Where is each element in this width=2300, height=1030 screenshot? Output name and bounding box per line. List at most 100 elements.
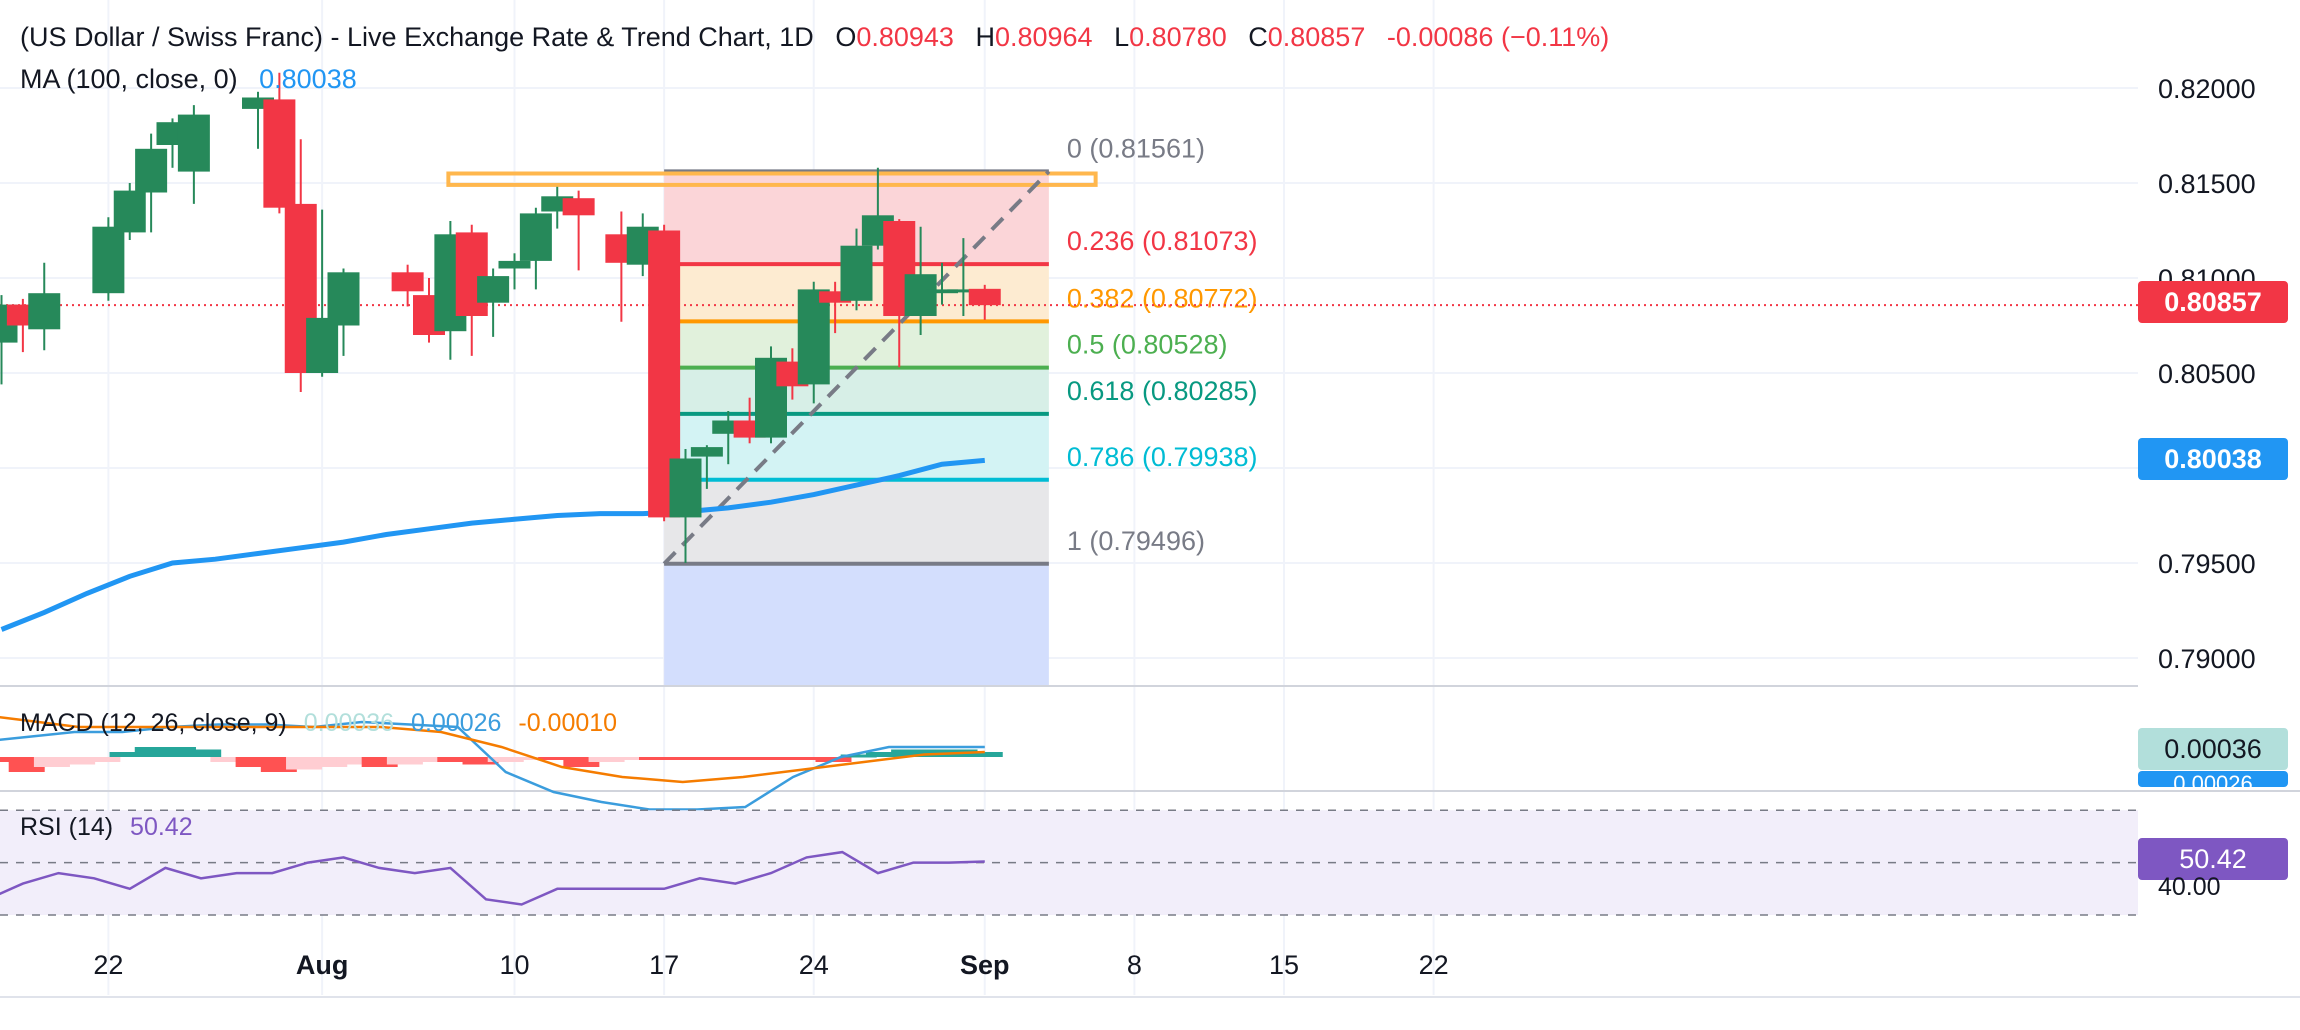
macd-histogram-bar [790, 757, 827, 760]
candle[interactable] [797, 289, 830, 385]
macd-histogram-bar [235, 757, 272, 767]
time-tick-label: 10 [499, 950, 529, 980]
candle[interactable] [926, 289, 958, 294]
low-label: L [1114, 22, 1130, 52]
time-tick-label: Aug [296, 950, 348, 980]
resistance-zone[interactable] [446, 171, 1098, 187]
candle[interactable] [519, 213, 552, 261]
macd-histogram-bar [210, 757, 247, 762]
candle[interactable] [177, 114, 210, 172]
macd-pane[interactable] [0, 680, 2300, 811]
price-tick-label: 0.80500 [2158, 359, 2256, 389]
macd-histogram-bar [739, 757, 776, 760]
macd-histogram-bar [512, 757, 549, 760]
time-tick-label: 24 [799, 950, 829, 980]
macd-histogram-bar [840, 754, 877, 758]
candle[interactable] [327, 272, 360, 326]
candle[interactable] [28, 293, 61, 330]
macd-legend[interactable]: MACD (12, 26, close, 9) 0.00036 0.00026 … [20, 709, 617, 738]
macd-histogram-bar [336, 757, 373, 765]
macd-histogram-bar [386, 757, 423, 765]
fib-level-label: 0.236 (0.81073) [1067, 226, 1258, 256]
rsi-legend[interactable]: RSI (14) 50.42 [20, 813, 193, 842]
macd-histogram-bar [664, 757, 701, 760]
symbol-title: (US Dollar / Swiss Franc) - Live Exchang… [20, 22, 814, 52]
candle[interactable] [242, 97, 274, 109]
candle[interactable] [113, 190, 146, 233]
candle[interactable] [92, 226, 125, 294]
candle[interactable] [562, 198, 595, 216]
price-tick-label: 0.79500 [2158, 549, 2256, 579]
macd-signal-value: 0.00026 [411, 709, 502, 737]
fib-zone [664, 321, 1049, 368]
candle[interactable] [263, 99, 296, 208]
change-value: -0.00086 (−0.11%) [1386, 22, 1610, 52]
macd-histogram-bar [134, 747, 171, 757]
fib-level-label: 0.786 (0.79938) [1067, 442, 1258, 472]
macd-histogram-bar [689, 757, 726, 760]
time-tick-label: 22 [93, 950, 123, 980]
price-tick-label: 0.79000 [2158, 644, 2256, 674]
close-value: 0.80857 [1267, 22, 1366, 52]
macd-histogram-bar [412, 757, 449, 762]
price-tick-label: 0.82000 [2158, 74, 2256, 104]
macd-hist-value: -0.00010 [518, 709, 618, 737]
candle[interactable] [690, 447, 723, 457]
candle[interactable] [135, 148, 168, 193]
macd-histogram-bar [714, 757, 751, 760]
macd-histogram-bar [563, 757, 600, 767]
time-tick-label: 8 [1127, 950, 1142, 980]
macd-histogram-bar [639, 757, 675, 760]
rsi-tag: 50.42 [2138, 838, 2288, 880]
ma-legend[interactable]: MA (100, close, 0) 0.80038 [20, 64, 357, 95]
rsi-pane[interactable] [0, 809, 2138, 916]
fib-level-label: 1 (0.79496) [1067, 526, 1205, 556]
macd-histogram-bar [159, 747, 196, 757]
macd-histogram-bar [311, 757, 348, 767]
chart-header: (US Dollar / Swiss Franc) - Live Exchang… [20, 22, 1609, 53]
candle[interactable] [477, 276, 510, 303]
fibonacci-retracement[interactable]: 0 (0.81561) 0.236 (0.81073) 0.382 (0.80772… [0, 133, 2138, 685]
low-value: 0.80780 [1129, 22, 1227, 52]
candle[interactable] [968, 288, 1001, 306]
time-tick-label: Sep [960, 950, 1010, 980]
candle[interactable] [819, 291, 852, 303]
candle[interactable] [840, 245, 873, 301]
time-tick-label: 17 [649, 950, 679, 980]
rsi-value: 50.42 [130, 813, 193, 841]
axes: 0.820000.815000.810000.805000.800000.795… [0, 74, 2300, 998]
high-label: H [975, 22, 995, 52]
candle[interactable] [904, 274, 937, 316]
fib-level-label: 0.618 (0.80285) [1067, 376, 1258, 406]
candle[interactable] [455, 232, 488, 316]
trend-line[interactable] [662, 170, 1051, 566]
moving-average [0, 457, 986, 632]
candle[interactable] [498, 260, 531, 269]
high-value: 0.80964 [994, 22, 1093, 52]
candle[interactable] [669, 458, 702, 518]
macd-histogram-bar [109, 752, 146, 757]
candle[interactable] [306, 317, 339, 373]
macd-histogram-bar [59, 757, 96, 765]
price-tag: 0.80857 [2138, 281, 2288, 323]
candle[interactable] [947, 289, 980, 293]
price-tick-label: 0.81500 [2158, 169, 2256, 199]
ma-legend-value: 0.80038 [259, 64, 357, 94]
macd-histogram-bar [33, 757, 70, 767]
fib-zone [664, 479, 1049, 564]
ma-label: MA (100, close, 0) [20, 64, 238, 94]
rsi-level-label: 40.00 [2158, 873, 2221, 901]
macd-label: MACD (12, 26, close, 9) [20, 709, 287, 737]
macd-value: 0.00036 [303, 709, 395, 737]
macd-histogram-bar [462, 757, 499, 765]
macd-histogram-bar [613, 757, 650, 760]
macd-tag: 0.00036 [2138, 728, 2288, 770]
macd-histogram-bar [185, 749, 222, 757]
candle[interactable] [391, 272, 424, 292]
open-label: O [835, 22, 857, 52]
macd-histogram-bar [865, 752, 902, 757]
macd-histogram-bar [966, 752, 1003, 757]
macd-histogram-bar [437, 757, 474, 762]
candles[interactable] [0, 72, 1001, 563]
